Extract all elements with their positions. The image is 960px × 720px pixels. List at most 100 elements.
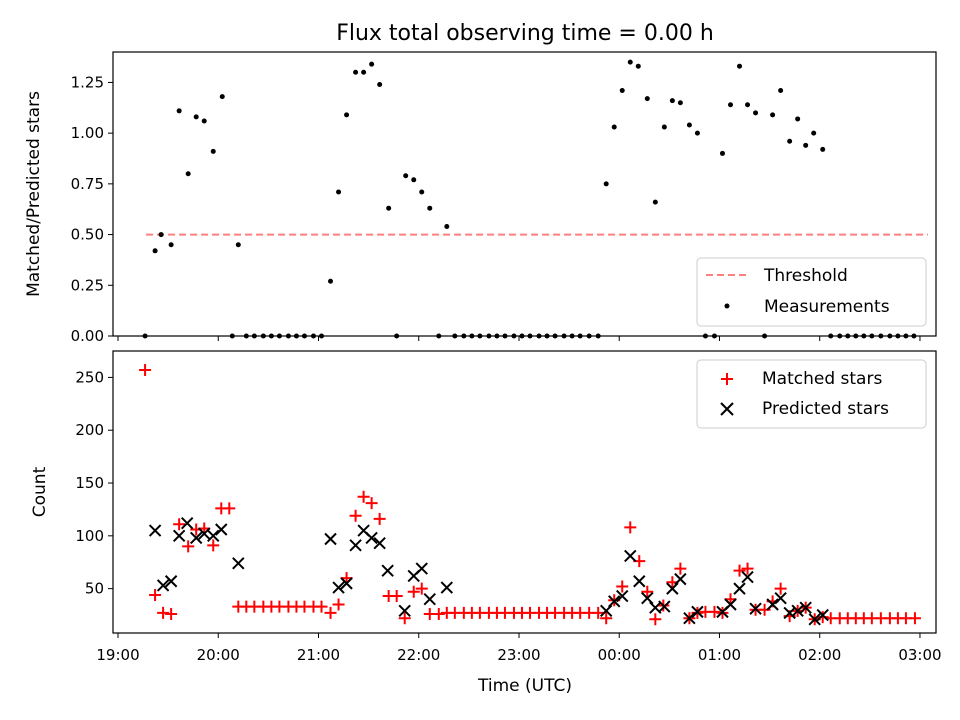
measurement-point	[803, 142, 809, 148]
matched-star-point	[774, 582, 787, 595]
matched-star-point	[207, 539, 220, 552]
predicted-star-point	[674, 572, 687, 586]
measurement-point	[661, 124, 667, 130]
predicted-star-point	[189, 531, 203, 545]
measurement-point	[603, 181, 609, 187]
predicted-star-point	[816, 608, 829, 622]
predicted-star-point	[783, 606, 796, 620]
x-tick-label: 19:00	[96, 646, 139, 664]
predicted-star-point	[156, 579, 170, 592]
predicted-star-point	[774, 591, 787, 605]
predicted-star-point	[172, 529, 186, 543]
measurement-point	[619, 88, 625, 94]
matched-star-point	[365, 497, 378, 510]
x-tick-label: 01:00	[698, 646, 741, 664]
predicted-star-point	[749, 602, 762, 615]
bottom-legend: Matched stars Predicted stars	[696, 359, 927, 429]
predicted-star-point	[599, 604, 613, 618]
top-legend: Threshold Measurements	[696, 257, 927, 327]
top-y-tick-label: 0.25	[71, 276, 104, 294]
measurement-point	[795, 116, 801, 122]
legend-measurements-swatch	[724, 303, 730, 309]
measurement-point	[219, 94, 225, 100]
predicted-star-point	[373, 537, 386, 550]
matched-star-point	[641, 585, 654, 598]
matched-star-point	[708, 605, 721, 618]
predicted-star-point	[741, 570, 754, 584]
measurement-point	[185, 171, 191, 177]
matched-star-point	[349, 509, 362, 522]
predicted-star-point	[198, 527, 211, 540]
measurement-point	[635, 63, 641, 69]
bottom-legend-box	[696, 359, 927, 429]
measurement-point	[820, 146, 826, 152]
measurement-point	[193, 114, 199, 120]
predicted-star-point	[691, 605, 704, 619]
measurement-point	[719, 150, 725, 156]
x-tick-label: 03:00	[898, 646, 941, 664]
top-y-tick-label: 0.75	[71, 175, 104, 193]
predicted-star-point	[423, 592, 436, 606]
predicted-star-point	[164, 575, 178, 588]
top-panel: 0.00 0.25 0.50 0.75 1.00 1.25 Matched/Predict…	[24, 51, 937, 345]
legend-matched-swatch	[721, 373, 733, 385]
predicted-star-point	[215, 523, 228, 536]
matched-star-point	[592, 606, 605, 619]
predicted-star-point	[608, 595, 621, 608]
legend-measurements-label: Measurements	[764, 297, 890, 317]
predicted-star-point	[440, 581, 454, 594]
predicted-star-point	[799, 601, 812, 614]
measurement-point	[627, 59, 633, 65]
measurement-point	[377, 81, 383, 87]
x-axis-label: Time (UTC)	[477, 676, 572, 696]
measurement-point	[201, 118, 207, 124]
measurement-point	[652, 199, 658, 205]
matched-star-point	[315, 600, 328, 613]
measurement-point	[369, 61, 375, 67]
matched-star-point	[432, 607, 445, 620]
legend-threshold-label: Threshold	[763, 266, 848, 286]
legend-predicted-swatch	[720, 402, 734, 416]
matched-star-point	[173, 518, 186, 531]
measurement-point	[168, 242, 174, 248]
measurement-point	[210, 148, 216, 154]
predicted-star-point	[766, 598, 779, 611]
measurement-point	[686, 122, 692, 128]
top-axes-frame	[112, 51, 937, 337]
measurement-point	[411, 177, 417, 183]
top-y-axis-label: Matched/Predicted stars	[24, 91, 44, 297]
measurement-point	[737, 63, 743, 69]
measurement-point	[770, 112, 776, 118]
matched-star-point	[398, 612, 411, 625]
bottom-y-tick-label: 50	[85, 580, 104, 598]
bottom-panel: 50 100 150 200 250 19:00 20:00 21:00 22:00 23:00…	[30, 350, 942, 696]
x-tick-label: 23:00	[497, 646, 540, 664]
predicted-star-point	[616, 589, 629, 603]
bottom-y-tick-label: 150	[75, 474, 104, 492]
matched-star-point	[165, 607, 178, 620]
matched-star-point	[674, 562, 687, 575]
measurement-point	[611, 124, 617, 130]
measurement-point	[344, 112, 350, 118]
measurement-point	[176, 108, 182, 114]
matched-star-point	[624, 521, 637, 534]
predicted-star-point	[633, 575, 646, 588]
matched-star-point	[324, 606, 337, 619]
measurement-point	[235, 242, 241, 248]
matched-star-point	[415, 582, 428, 595]
measurement-point	[336, 189, 342, 195]
matched-star-point	[223, 502, 236, 515]
top-y-tick-label: 1.25	[71, 73, 104, 91]
matched-star-point	[332, 598, 345, 611]
top-y-tick-label: 0.50	[71, 226, 104, 244]
bottom-y-tick-label: 200	[75, 421, 104, 439]
matched-star-point	[908, 612, 921, 625]
measurement-point	[444, 223, 450, 229]
bottom-y-tick-label: 250	[75, 368, 104, 386]
measurement-point	[677, 100, 683, 106]
predicted-star-point	[349, 539, 362, 552]
measurement-point	[644, 96, 650, 102]
predicted-star-point	[365, 531, 378, 545]
predicted-star-point	[808, 613, 821, 626]
bottom-y-axis-label: Count	[30, 466, 50, 517]
